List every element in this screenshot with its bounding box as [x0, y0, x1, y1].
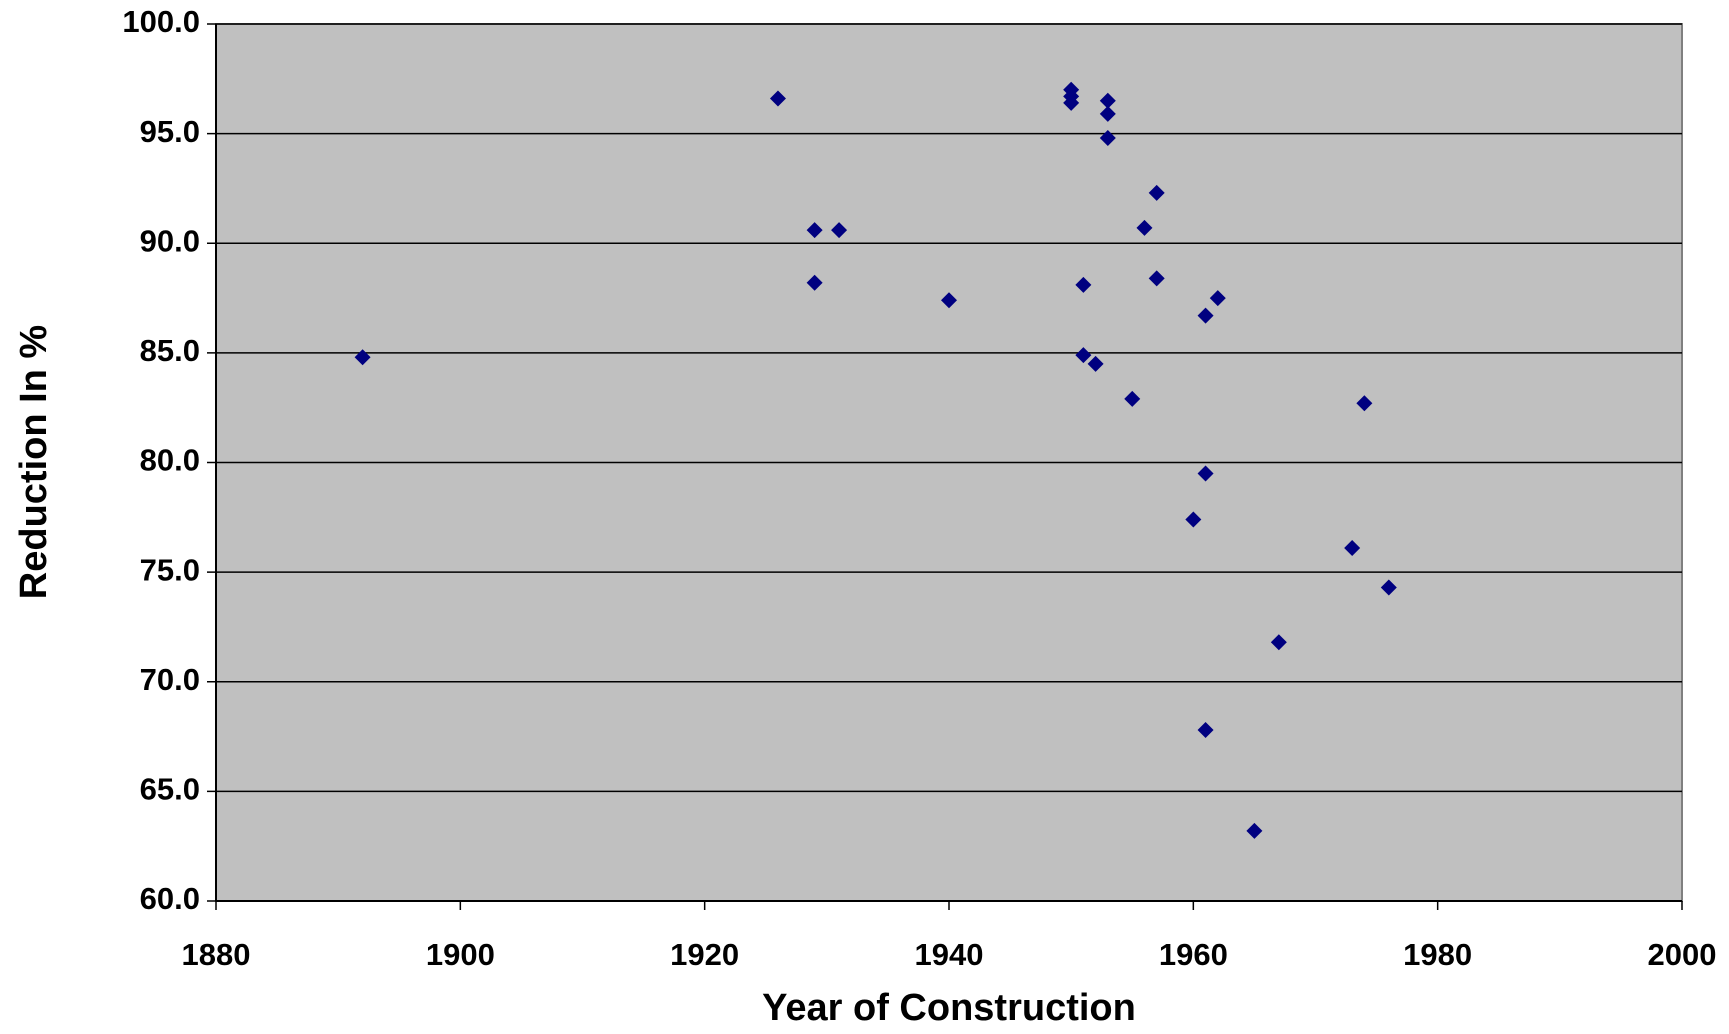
- point: [1197, 465, 1214, 482]
- y-tick-label: 90.0: [140, 223, 200, 258]
- point: [1185, 511, 1202, 528]
- y-axis-title: Reduction In %: [13, 325, 55, 599]
- y-tick-label: 80.0: [140, 443, 200, 478]
- point: [1087, 355, 1104, 372]
- x-tick-label: 1980: [1403, 937, 1472, 972]
- point: [806, 222, 823, 239]
- y-tick-label: 95.0: [140, 114, 200, 149]
- point: [1124, 390, 1141, 407]
- point: [1136, 219, 1153, 236]
- y-tick-label: 100.0: [122, 4, 200, 39]
- x-tick-label: 2000: [1648, 937, 1717, 972]
- y-tick-label: 75.0: [140, 552, 200, 587]
- point: [769, 90, 786, 107]
- x-tick-label: 1940: [915, 937, 984, 972]
- y-tick-label: 70.0: [140, 662, 200, 697]
- point: [1197, 307, 1214, 324]
- point: [1063, 94, 1080, 111]
- x-tick-label: 1920: [670, 937, 739, 972]
- point: [1270, 634, 1287, 651]
- point: [1148, 270, 1165, 287]
- point: [1075, 347, 1092, 364]
- x-tick-label: 1900: [426, 937, 495, 972]
- point: [1099, 130, 1116, 147]
- point: [806, 274, 823, 291]
- y-tick-label: 65.0: [140, 772, 200, 807]
- point: [1246, 822, 1263, 839]
- y-tick-label: 85.0: [140, 333, 200, 368]
- point: [1099, 105, 1116, 122]
- point: [1344, 540, 1361, 557]
- point: [941, 292, 957, 309]
- x-axis-title: Year of Construction: [762, 987, 1136, 1029]
- point: [1380, 579, 1397, 596]
- x-tick-label: 1880: [182, 937, 251, 972]
- y-tick-label: 60.0: [140, 881, 200, 916]
- point: [1148, 184, 1165, 201]
- point: [831, 222, 848, 239]
- point: [1099, 92, 1116, 109]
- point: [1197, 721, 1214, 738]
- point: [1075, 276, 1092, 293]
- point: [1356, 395, 1373, 412]
- point: [1209, 290, 1226, 307]
- point: [354, 349, 371, 366]
- x-tick-label: 1960: [1159, 937, 1228, 972]
